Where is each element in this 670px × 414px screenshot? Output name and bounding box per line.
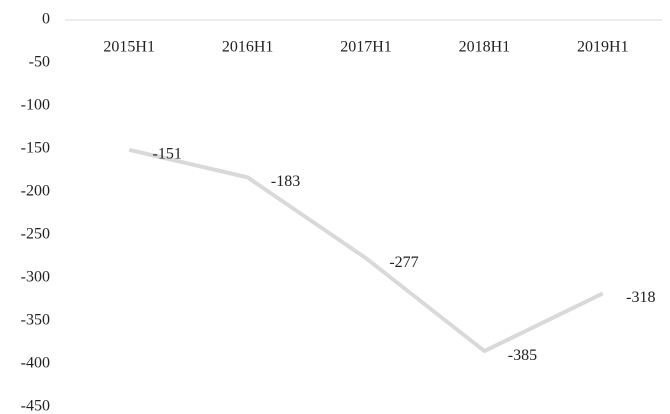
data-label: -151 bbox=[153, 146, 182, 163]
data-label: -318 bbox=[626, 289, 655, 306]
x-tick-label: 2018H1 bbox=[459, 39, 511, 56]
y-tick-label: -250 bbox=[21, 226, 50, 243]
y-tick-label: -150 bbox=[21, 140, 50, 157]
x-tick-label: 2019H1 bbox=[577, 39, 629, 56]
line bbox=[128, 147, 604, 354]
y-tick-label: -200 bbox=[21, 183, 50, 200]
y-tick-label: -450 bbox=[21, 398, 50, 414]
y-tick-label: -50 bbox=[29, 54, 50, 71]
x-tick-label: 2015H1 bbox=[103, 39, 155, 56]
x-tick-label: 2017H1 bbox=[340, 39, 392, 56]
y-tick-label: -300 bbox=[21, 269, 50, 286]
data-label: -183 bbox=[271, 173, 300, 190]
data-label: -277 bbox=[389, 254, 418, 271]
x-tick-label: 2016H1 bbox=[222, 39, 274, 56]
data-label: -385 bbox=[508, 347, 537, 364]
y-tick-label: -350 bbox=[21, 312, 50, 329]
y-tick-label: 0 bbox=[42, 11, 50, 28]
y-tick-label: -400 bbox=[21, 355, 50, 372]
y-tick-label: -100 bbox=[21, 97, 50, 114]
